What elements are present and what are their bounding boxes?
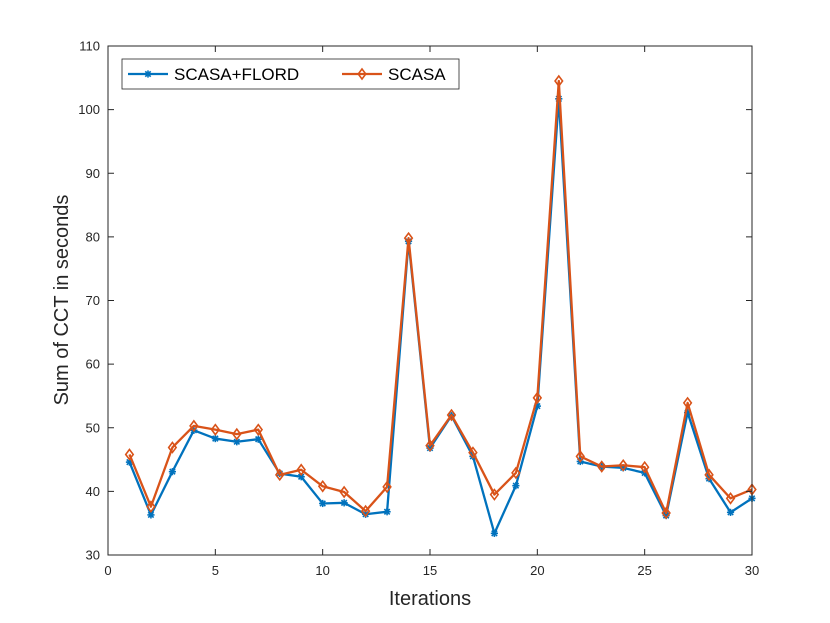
y-tick-label: 40 (86, 484, 100, 499)
data-point-scasa (596, 460, 607, 473)
y-tick-label: 70 (86, 293, 100, 308)
x-axis-label: Iterations (389, 588, 471, 610)
data-point-scasa (124, 448, 135, 461)
data-point-scasa-flord (211, 434, 219, 443)
data-point-scasa-flord (512, 482, 520, 490)
legend-items (128, 67, 382, 81)
x-tick-label: 30 (745, 563, 759, 578)
data-point-scasa (468, 446, 478, 459)
data-point-scasa (296, 463, 306, 477)
data-point-scasa (403, 231, 414, 245)
legend-marker-scasa (357, 67, 367, 81)
data-point-scasa (489, 488, 500, 501)
x-tick-label: 20 (530, 563, 544, 578)
y-axis-label: Sum of CCT in seconds (51, 195, 73, 406)
data-point-scasa (253, 423, 264, 436)
x-tick-label: 15 (423, 563, 437, 578)
data-point-scasa (682, 396, 693, 410)
legend-item-scasa (342, 67, 382, 81)
data-point-scasa (511, 466, 521, 480)
data-point-scasa (167, 441, 178, 454)
data-point-scasa-flord (490, 529, 498, 537)
data-point-scasa-flord (383, 508, 391, 516)
data-point-scasa (639, 460, 650, 474)
data-point-scasa (339, 485, 349, 499)
legend-box (121, 58, 460, 90)
data-point-scasa (661, 506, 671, 520)
data-point-scasa (532, 391, 543, 405)
y-tick-label: 100 (78, 102, 100, 117)
data-point-scasa (446, 408, 457, 422)
data-point-scasa (317, 479, 328, 493)
data-point-scasa (382, 480, 392, 494)
legend-marker-scasa-flord (144, 70, 152, 78)
data-point-scasa-flord (168, 468, 176, 476)
data-point-scasa (232, 427, 242, 441)
data-point-scasa (360, 504, 371, 518)
y-tick-label: 90 (86, 166, 100, 181)
series-scasa (124, 74, 757, 520)
data-point-scasa (575, 450, 586, 463)
ticks-layer: 0 5 10 15 20 25 30 30 40 50 60 70 80 90 100 110 (78, 39, 759, 579)
y-tick-label: 110 (79, 39, 100, 54)
data-point-scasa (554, 74, 564, 88)
legend-label-scasa: SCASA (388, 65, 446, 84)
data-point-scasa (274, 468, 285, 482)
data-point-scasa (725, 492, 736, 505)
data-point-scasa-flord (726, 508, 735, 516)
series-layer (124, 74, 757, 537)
data-point-scasa-flord (254, 435, 262, 443)
data-point-scasa (704, 468, 714, 482)
x-tick-label: 25 (637, 563, 651, 578)
data-point-scasa (210, 423, 221, 436)
data-point-scasa-flord (319, 499, 327, 508)
y-tick-label: 30 (86, 548, 100, 563)
legend-item-scasa-flord (128, 70, 168, 78)
y-tick-label: 80 (86, 229, 100, 244)
x-tick-label: 5 (212, 563, 219, 578)
data-point-scasa (618, 458, 628, 472)
x-tick-label: 10 (315, 563, 329, 578)
data-point-scasa (146, 500, 156, 513)
data-point-scasa (425, 439, 435, 452)
plot-area (108, 46, 752, 555)
y-tick-label: 60 (86, 357, 100, 372)
legend-label-scasa-flord: SCASA+FLORD (174, 65, 299, 84)
data-point-scasa-flord (340, 499, 348, 507)
y-tick-label: 50 (86, 420, 100, 435)
data-point-scasa (189, 419, 199, 433)
x-tick-label: 0 (104, 563, 111, 578)
legend: SCASA+FLORD SCASA (121, 58, 460, 90)
